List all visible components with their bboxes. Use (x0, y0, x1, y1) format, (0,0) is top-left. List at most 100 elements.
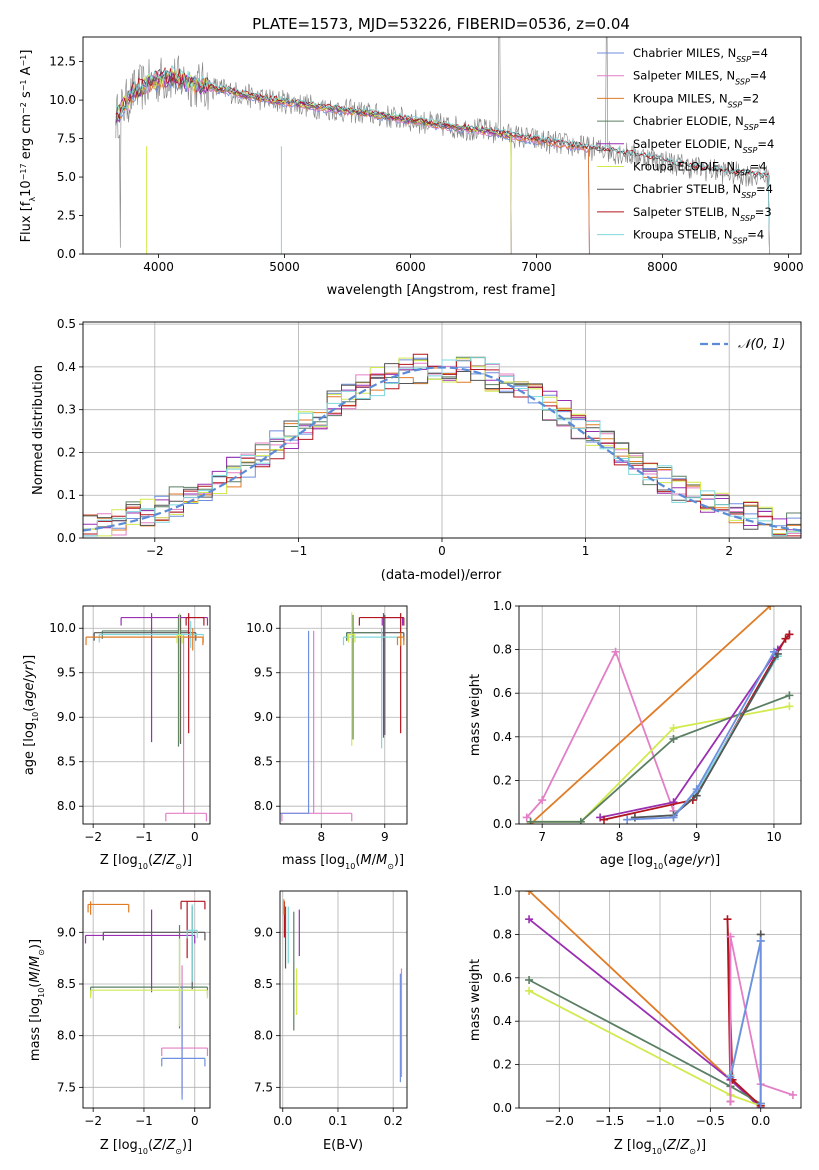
axes-frame (82, 605, 211, 825)
x-axis-label: Z [log10(Z/Z⊙)] (100, 1138, 192, 1156)
weight-marker (525, 891, 534, 895)
weight-marker (669, 734, 678, 743)
weight-line (529, 606, 771, 824)
x-tick-label: 2 (725, 544, 733, 558)
legend-label: Kroupa ELODIE, NSSP=4 (633, 160, 767, 178)
weight-marker (726, 1097, 735, 1106)
x-tick-label: 4000 (143, 260, 174, 274)
weight-marker (538, 796, 547, 805)
x-tick-label: −1 (135, 830, 153, 844)
x-tick-label: −1 (135, 1114, 153, 1128)
x-axis-label: age [log10(age/yr)] (600, 853, 720, 871)
weight-marker (576, 817, 585, 824)
x-tick-label: −2 (146, 544, 164, 558)
x-tick-label: 0.2 (384, 1114, 403, 1128)
legend-label: Salpeter MILES, NSSP=4 (633, 69, 767, 87)
axes-spectrum: 4000 5000 6000 7000 8000 9000 0.0 2.5 5.0 7.5 10.0… (49, 36, 804, 274)
weight-marker (525, 975, 534, 984)
y-tick-label: 0.4 (493, 730, 512, 744)
x-axis-label: mass [log10(M/M⊙)] (282, 853, 404, 871)
axes-frame (82, 890, 211, 1109)
y-tick-label: 0.2 (493, 773, 512, 787)
weight-marker (692, 785, 701, 794)
axes-weight-vs-age: 7 8 9 10 0.0 0.2 0.4 0.6 0.8 1.0 (493, 599, 802, 844)
y-tick-label: 1.0 (493, 599, 512, 613)
axes-age-vs-mass: 8 9 8.0 8.5 9.0 9.5 10.0 (246, 605, 408, 844)
weight-marker (525, 986, 534, 995)
weight-marker (525, 915, 534, 924)
plot-age-vs-Z (85, 613, 209, 822)
y-tick-label: 0.8 (493, 643, 512, 657)
weight-marker (766, 606, 775, 610)
y-axis-label: Flux [fλ10−17 erg cm−2 s−1 A−1] (19, 50, 37, 243)
weight-line (528, 891, 762, 1108)
axes-weight-vs-Z: −2.0 −1.5 −1.0 −0.5 0.0 0.0 0.2 0.4 0.6 0.8 1.0 (493, 884, 802, 1128)
x-tick-label: 8 (317, 830, 325, 844)
plot-spectrum (115, 37, 770, 254)
y-tick-label: 10.0 (49, 621, 76, 635)
axes-frame (279, 605, 408, 825)
x-tick-label: −1 (290, 544, 308, 558)
axes-mass-vs-Z: −2 −1 0 7.5 8.0 8.5 9.0 (57, 890, 211, 1128)
y-tick-label: 8.5 (254, 755, 273, 769)
y-tick-label: 0.4 (57, 360, 76, 374)
weight-marker (726, 932, 735, 941)
plot-weight-vs-age (522, 606, 794, 824)
y-tick-label: 7.5 (254, 1080, 273, 1094)
y-tick-label: 10.0 (246, 621, 273, 635)
weight-marker (756, 1099, 765, 1108)
weight-marker (785, 702, 794, 711)
x-tick-label: 0 (438, 544, 446, 558)
x-tick-label: −1.0 (645, 1114, 674, 1128)
y-tick-label: 1.0 (493, 884, 512, 898)
legend-label: Chabrier ELODIE, NSSP=4 (633, 114, 775, 132)
y-tick-label: 0.0 (493, 817, 512, 831)
weight-line (526, 649, 675, 819)
x-tick-label: 8 (616, 830, 624, 844)
model-spectrum (115, 68, 770, 254)
x-tick-label: 0.1 (328, 1114, 347, 1128)
axes-frame (518, 605, 802, 825)
y-tick-label: 0.0 (493, 1101, 512, 1115)
weight-marker (526, 817, 535, 824)
y-tick-label: 0.1 (57, 488, 76, 502)
x-axis-label: Z [log10(Z/Z⊙)] (614, 1138, 706, 1156)
y-tick-label: 0.2 (493, 1058, 512, 1072)
legend-label: Kroupa MILES, NSSP=2 (633, 91, 759, 109)
y-tick-label: 8.5 (57, 977, 76, 991)
x-tick-label: 0 (191, 1114, 199, 1128)
x-tick-label: −0.5 (696, 1114, 725, 1128)
axes-frame (82, 36, 802, 255)
axes-mass-vs-EBV: 0.0 0.1 0.2 7.5 8.0 8.5 9.0 (254, 890, 408, 1128)
legend-label: 𝒩(0, 1) (738, 337, 785, 352)
legend-label: Chabrier MILES, NSSP=4 (633, 46, 768, 64)
legend-spectrum: Chabrier MILES, NSSP=4 Salpeter MILES, NS… (597, 46, 775, 245)
plot-residuals (83, 353, 801, 537)
x-axis-label: (data-model)/error (381, 568, 502, 583)
y-tick-label: 0.6 (493, 686, 512, 700)
plot-mass-vs-Z (84, 900, 209, 1100)
x-tick-label: 0.0 (273, 1114, 292, 1128)
weight-marker (785, 630, 794, 639)
y-tick-label: 9.0 (254, 710, 273, 724)
x-tick-label: 9000 (773, 260, 804, 274)
y-axis-label: mass weight (468, 674, 483, 756)
x-tick-label: 9 (693, 830, 701, 844)
y-tick-label: 9.0 (254, 925, 273, 939)
y-tick-label: 0.4 (493, 1014, 512, 1028)
normal-curve (83, 366, 801, 532)
weight-marker (723, 915, 732, 924)
y-tick-label: 0.3 (57, 403, 76, 417)
weight-line (634, 653, 779, 819)
weight-marker (599, 815, 608, 824)
observed-spectrum (115, 37, 770, 248)
y-tick-label: 9.5 (254, 666, 273, 680)
y-tick-label: 8.0 (57, 799, 76, 813)
y-tick-label: 8.0 (254, 799, 273, 813)
axes-residuals: −2 −1 0 1 2 0.0 0.1 0.2 0.3 0.4 0.5 (57, 317, 802, 558)
y-tick-label: 0.5 (57, 317, 76, 331)
axes-frame (279, 890, 408, 1109)
y-tick-label: 12.5 (49, 55, 76, 69)
residual-histogram (83, 357, 801, 537)
y-tick-label: 8.5 (254, 977, 273, 991)
